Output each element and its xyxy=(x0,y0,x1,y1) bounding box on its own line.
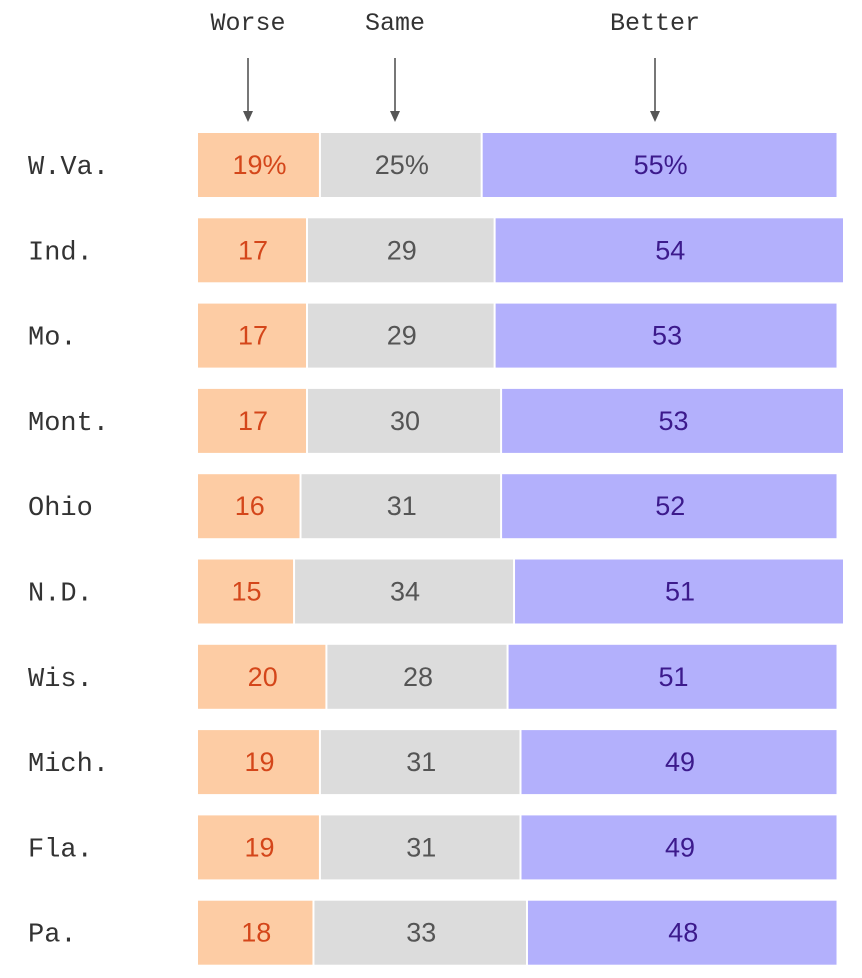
value-label-worse: 18 xyxy=(241,918,271,948)
bar-better xyxy=(508,644,837,709)
chart-row: N.D. 15 34 51 xyxy=(28,559,843,624)
bar-worse xyxy=(198,388,306,453)
value-label-same: 31 xyxy=(387,491,417,521)
bar-same xyxy=(301,474,501,539)
chart-row: Mont. 17 30 53 xyxy=(28,388,843,453)
value-label-same: 30 xyxy=(390,406,420,436)
chart-row: W.Va. 19% 25% 55% xyxy=(28,133,837,197)
bar-same xyxy=(320,730,520,795)
header-better: Better xyxy=(610,9,700,38)
bar-better xyxy=(521,730,837,795)
value-label-better: 53 xyxy=(652,321,682,351)
bar-better xyxy=(495,218,843,283)
bar-same xyxy=(307,388,501,453)
state-label: Fla. xyxy=(28,835,93,865)
value-label-same: 28 xyxy=(403,662,433,692)
value-label-same: 31 xyxy=(406,747,436,777)
bar-same xyxy=(320,815,520,880)
bar-worse xyxy=(198,815,319,880)
value-label-same: 25% xyxy=(375,150,429,180)
bar-same xyxy=(327,644,507,709)
bar-better xyxy=(495,303,837,368)
state-label: Mich. xyxy=(28,750,109,780)
bar-worse xyxy=(198,644,326,709)
value-label-same: 29 xyxy=(387,321,417,351)
value-label-worse: 19 xyxy=(244,747,274,777)
chart-row: Wis. 20 28 51 xyxy=(28,644,837,709)
value-label-worse: 15 xyxy=(232,577,262,607)
value-label-same: 31 xyxy=(406,832,436,862)
bar-worse xyxy=(198,900,313,965)
value-label-worse: 17 xyxy=(238,406,268,436)
chart-row: Fla. 19 31 49 xyxy=(28,815,837,880)
state-label: Pa. xyxy=(28,921,77,951)
value-label-better: 49 xyxy=(665,832,695,862)
bar-same xyxy=(320,133,481,197)
bar-better xyxy=(527,900,837,965)
state-label: Mont. xyxy=(28,409,109,439)
bar-worse xyxy=(198,303,306,368)
value-label-better: 51 xyxy=(665,577,695,607)
value-label-better: 54 xyxy=(655,235,685,265)
bar-same xyxy=(314,900,526,965)
bar-worse xyxy=(198,559,294,624)
state-label: W.Va. xyxy=(28,153,109,183)
bar-same xyxy=(307,218,494,283)
value-label-same: 34 xyxy=(390,577,420,607)
chart-row: Ohio 16 31 52 xyxy=(28,474,837,539)
value-label-better: 48 xyxy=(668,918,698,948)
bar-better xyxy=(515,559,843,624)
value-label-worse: 17 xyxy=(238,235,268,265)
state-label: Ind. xyxy=(28,238,93,268)
column-headers: Worse Same Better xyxy=(210,9,700,122)
value-label-worse: 20 xyxy=(248,662,278,692)
value-label-worse: 19 xyxy=(244,832,274,862)
value-label-better: 51 xyxy=(659,662,689,692)
value-label-worse: 19% xyxy=(232,150,286,180)
value-label-worse: 16 xyxy=(235,491,265,521)
header-worse: Worse xyxy=(210,9,285,38)
chart-row: Ind. 17 29 54 xyxy=(28,218,843,283)
header-same: Same xyxy=(365,9,425,38)
bar-better xyxy=(502,474,837,539)
arrow-down-icon xyxy=(650,111,660,122)
bar-worse xyxy=(198,133,319,197)
state-label: Mo. xyxy=(28,324,77,354)
bar-worse xyxy=(198,218,306,283)
bar-better xyxy=(502,388,843,453)
bar-worse xyxy=(198,474,300,539)
value-label-better: 53 xyxy=(659,406,689,436)
value-label-better: 49 xyxy=(665,747,695,777)
chart-row: Mich. 19 31 49 xyxy=(28,730,837,795)
arrow-down-icon xyxy=(243,111,253,122)
bar-worse xyxy=(198,730,319,795)
arrow-down-icon xyxy=(390,111,400,122)
value-label-better: 55% xyxy=(634,150,688,180)
bar-same xyxy=(307,303,494,368)
value-label-better: 52 xyxy=(655,491,685,521)
bar-better xyxy=(482,133,837,197)
chart-rows: W.Va. 19% 25% 55% Ind. 17 29 54 Mo. 17 29 53 Mont. 17… xyxy=(28,133,843,965)
state-label: Ohio xyxy=(28,494,93,524)
bar-same xyxy=(295,559,514,624)
value-label-same: 33 xyxy=(406,918,436,948)
chart-row: Mo. 17 29 53 xyxy=(28,303,837,368)
value-label-same: 29 xyxy=(387,235,417,265)
value-label-worse: 17 xyxy=(238,321,268,351)
chart-row: Pa. 18 33 48 xyxy=(28,900,837,965)
state-label: Wis. xyxy=(28,665,93,695)
bar-better xyxy=(521,815,837,880)
state-label: N.D. xyxy=(28,580,93,610)
